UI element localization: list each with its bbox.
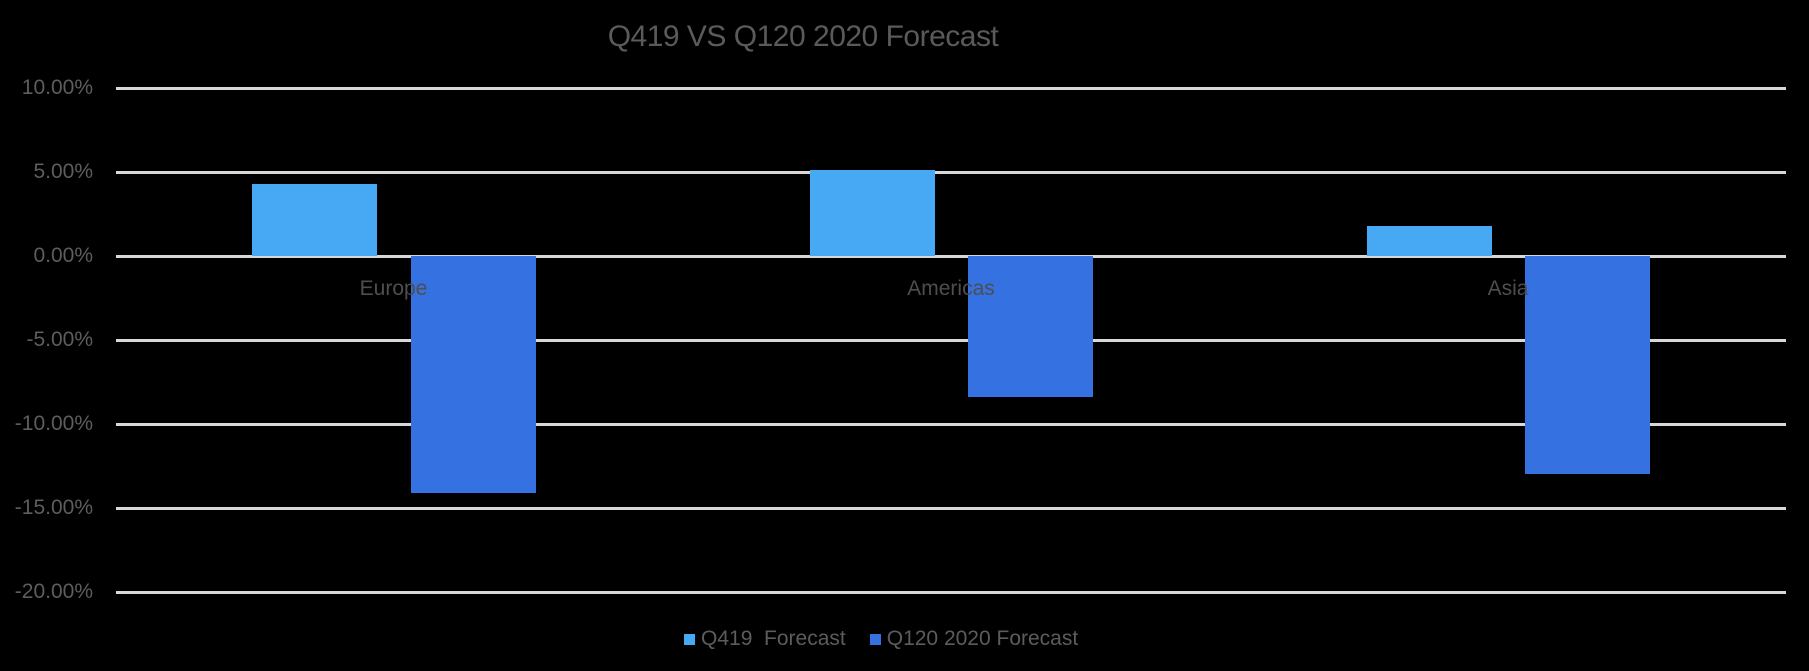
bar-europe-q120-2020-forecast <box>410 256 536 493</box>
y-axis-tick-label: 5.00% <box>33 160 93 183</box>
x-axis-category-label-americas: Americas <box>907 277 995 300</box>
bar-americas-q120-2020-forecast <box>968 256 1093 398</box>
y-axis-tick-label: -15.00% <box>14 496 93 519</box>
gridline-5-00 <box>116 338 1786 342</box>
y-axis-tick-label: -20.00% <box>14 580 93 603</box>
x-axis-category-label-asia: Asia <box>1487 277 1529 300</box>
legend-swatch-icon <box>684 633 695 645</box>
bar-europe-q419-forecast <box>252 183 377 256</box>
gridline-20-00 <box>116 590 1786 594</box>
gridline-0-00 <box>116 254 1786 258</box>
legend-swatch-icon <box>869 633 881 645</box>
y-axis-tick-label: 0.00% <box>33 244 93 267</box>
legend-label: Q120 2020 Forecast <box>886 627 1079 650</box>
y-axis-tick-label: -5.00% <box>26 328 93 351</box>
bar-asia-q120-2020-forecast <box>1525 256 1650 475</box>
gridline-15-00 <box>116 506 1786 510</box>
x-axis-category-label-europe: Europe <box>359 277 428 300</box>
legend-item-q419-forecast: Q419 Forecast <box>684 627 846 651</box>
legend: Q419 Forecast Q120 2020 Forecast <box>684 627 1078 651</box>
chart-title: Q419 VS Q120 2020 Forecast <box>607 20 999 53</box>
legend-label: Q419 Forecast <box>701 627 846 650</box>
legend-item-q120-2020-forecast: Q120 2020 Forecast <box>869 627 1079 651</box>
gridline-5-00 <box>116 170 1786 174</box>
gridline-10-00 <box>116 422 1786 426</box>
bar-asia-q419-forecast <box>1366 225 1492 256</box>
y-axis-tick-label: 10.00% <box>21 76 93 99</box>
gridline-10-00 <box>116 86 1786 90</box>
bar-americas-q419-forecast <box>809 170 935 256</box>
y-axis-tick-label: -10.00% <box>14 412 93 435</box>
